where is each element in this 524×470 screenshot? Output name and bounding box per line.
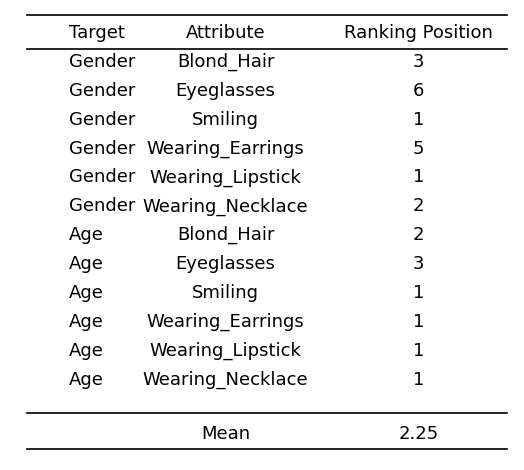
Text: Wearing_Necklace: Wearing_Necklace <box>143 371 308 389</box>
Text: Wearing_Lipstick: Wearing_Lipstick <box>149 342 301 360</box>
Text: Attribute: Attribute <box>185 24 265 42</box>
Text: 6: 6 <box>413 82 424 100</box>
Text: Gender: Gender <box>69 82 136 100</box>
Text: Blond_Hair: Blond_Hair <box>177 53 274 71</box>
Text: 3: 3 <box>412 255 424 273</box>
Text: 5: 5 <box>412 140 424 157</box>
Text: 1: 1 <box>413 371 424 389</box>
Text: Age: Age <box>69 284 104 302</box>
Text: Age: Age <box>69 255 104 273</box>
Text: 1: 1 <box>413 342 424 360</box>
Text: 1: 1 <box>413 110 424 129</box>
Text: Gender: Gender <box>69 110 136 129</box>
Text: 1: 1 <box>413 168 424 187</box>
Text: Eyeglasses: Eyeglasses <box>176 82 276 100</box>
Text: Blond_Hair: Blond_Hair <box>177 226 274 244</box>
Text: Wearing_Earrings: Wearing_Earrings <box>147 140 304 157</box>
Text: 3: 3 <box>412 53 424 70</box>
Text: Ranking Position: Ranking Position <box>344 24 493 42</box>
Text: Wearing_Necklace: Wearing_Necklace <box>143 197 308 216</box>
Text: 2: 2 <box>412 197 424 215</box>
Text: Wearing_Earrings: Wearing_Earrings <box>147 313 304 331</box>
Text: Mean: Mean <box>201 424 250 443</box>
Text: Target: Target <box>69 24 125 42</box>
Text: 2.25: 2.25 <box>398 424 439 443</box>
Text: Smiling: Smiling <box>192 284 259 302</box>
Text: 1: 1 <box>413 313 424 331</box>
Text: Gender: Gender <box>69 168 136 187</box>
Text: Wearing_Lipstick: Wearing_Lipstick <box>149 168 301 187</box>
Text: 2: 2 <box>412 227 424 244</box>
Text: Age: Age <box>69 342 104 360</box>
Text: Smiling: Smiling <box>192 110 259 129</box>
Text: Age: Age <box>69 227 104 244</box>
Text: 1: 1 <box>413 284 424 302</box>
Text: Gender: Gender <box>69 140 136 157</box>
Text: Gender: Gender <box>69 197 136 215</box>
Text: Eyeglasses: Eyeglasses <box>176 255 276 273</box>
Text: Gender: Gender <box>69 53 136 70</box>
Text: Age: Age <box>69 371 104 389</box>
Text: Age: Age <box>69 313 104 331</box>
